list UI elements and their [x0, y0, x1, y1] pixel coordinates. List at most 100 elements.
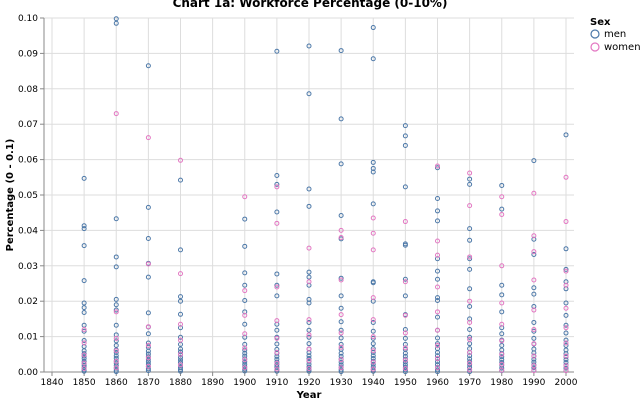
- point-men: [435, 367, 440, 373]
- x-tick-label: 1900: [233, 378, 256, 388]
- y-tick-label: 0.07: [18, 120, 38, 130]
- point-men: [435, 268, 440, 274]
- point-women: [274, 350, 280, 356]
- point-men: [145, 331, 151, 337]
- point-women: [306, 358, 312, 364]
- point-men: [145, 348, 151, 354]
- point-women: [145, 355, 151, 361]
- point-women: [370, 334, 376, 340]
- point-women: [338, 234, 344, 240]
- point-men: [178, 247, 183, 253]
- point-men: [306, 203, 312, 209]
- point-men: [178, 357, 183, 363]
- point-women: [338, 277, 344, 283]
- point-men: [81, 305, 87, 311]
- point-men: [435, 359, 440, 365]
- point-women: [435, 163, 440, 169]
- grid: [44, 17, 574, 373]
- point-women: [402, 357, 408, 363]
- point-women: [370, 247, 376, 253]
- x-tick-label: 1870: [137, 378, 160, 388]
- point-women: [563, 174, 569, 180]
- point-men: [435, 297, 440, 303]
- point-men: [499, 331, 505, 337]
- point-men: [370, 353, 376, 359]
- point-women: [402, 279, 408, 285]
- y-axis-title: Percentage (0 - 0.1): [5, 139, 16, 252]
- point-men: [306, 353, 312, 359]
- x-tick-label: 1840: [41, 378, 64, 388]
- point-men: [467, 237, 473, 243]
- point-women: [113, 348, 119, 354]
- point-women: [402, 330, 408, 336]
- point-men: [563, 342, 569, 348]
- point-men: [435, 314, 440, 320]
- point-women: [306, 245, 312, 251]
- point-women: [274, 335, 280, 341]
- point-men: [563, 322, 569, 328]
- point-women: [242, 345, 248, 351]
- point-women: [499, 367, 505, 373]
- point-women: [499, 338, 505, 344]
- point-men: [563, 266, 569, 272]
- point-men: [274, 173, 280, 179]
- x-tick-label: 1910: [265, 378, 288, 388]
- legend-label-women: women: [604, 42, 640, 53]
- point-men: [402, 369, 408, 375]
- point-women: [274, 284, 280, 290]
- point-men: [531, 350, 537, 356]
- point-men: [113, 296, 119, 302]
- point-women: [435, 284, 440, 290]
- point-women: [467, 367, 473, 373]
- point-men: [370, 350, 376, 356]
- point-men: [81, 337, 87, 343]
- point-women: [338, 312, 344, 318]
- point-men: [531, 251, 537, 257]
- point-women: [499, 300, 505, 306]
- point-women: [467, 254, 473, 260]
- point-women: [563, 219, 569, 225]
- point-men: [338, 335, 344, 341]
- point-women: [113, 358, 119, 364]
- point-men: [113, 353, 119, 359]
- point-men: [370, 361, 376, 367]
- point-men: [435, 350, 440, 356]
- point-women: [178, 362, 183, 368]
- point-men: [113, 355, 119, 361]
- point-women: [81, 360, 87, 366]
- point-women: [499, 263, 505, 269]
- data-points: [81, 16, 569, 375]
- point-men: [338, 359, 344, 365]
- point-men: [178, 311, 183, 317]
- point-men: [306, 334, 312, 340]
- point-women: [370, 215, 376, 221]
- point-men: [563, 351, 569, 357]
- point-men: [178, 368, 183, 374]
- point-women: [402, 219, 408, 225]
- point-women: [81, 327, 87, 333]
- point-men: [531, 356, 537, 362]
- x-tick-label: 1920: [298, 378, 321, 388]
- point-men: [306, 91, 312, 97]
- point-men: [274, 368, 280, 374]
- point-men: [435, 276, 440, 282]
- point-women: [81, 365, 87, 371]
- point-women: [370, 348, 376, 354]
- point-women: [435, 342, 440, 348]
- point-men: [306, 341, 312, 347]
- point-men: [338, 350, 344, 356]
- y-tick-label: 0.05: [18, 191, 38, 201]
- point-men: [113, 338, 119, 344]
- x-tick-label: 1940: [362, 378, 385, 388]
- point-women: [145, 342, 151, 348]
- point-women: [242, 194, 248, 200]
- point-men: [499, 182, 505, 188]
- point-women: [435, 327, 440, 333]
- point-women: [467, 203, 473, 209]
- point-women: [531, 277, 537, 283]
- point-men: [563, 300, 569, 306]
- point-women: [563, 325, 569, 331]
- point-women: [113, 335, 119, 341]
- point-men: [81, 243, 87, 249]
- point-men: [274, 48, 280, 54]
